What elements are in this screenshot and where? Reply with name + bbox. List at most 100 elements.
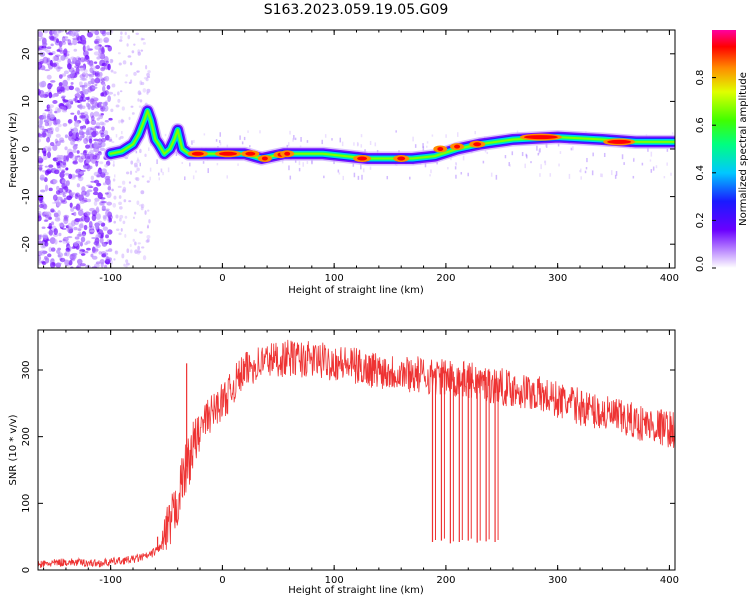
noise-speckle <box>58 74 63 79</box>
noise-speckle <box>79 222 84 229</box>
noise-speckle <box>49 35 55 41</box>
noise-speckle <box>110 126 115 131</box>
noise-speckle <box>124 31 127 36</box>
noise-speckle <box>38 81 44 87</box>
noise-speckle <box>76 155 81 158</box>
noise-speckle <box>119 35 123 40</box>
noise-speckle <box>80 77 86 81</box>
noise-speckle <box>64 134 69 139</box>
noise-speckle <box>78 135 83 141</box>
noise-speckle <box>72 37 77 40</box>
band-speckle <box>412 136 414 142</box>
band-speckle <box>568 173 571 179</box>
noise-speckle <box>134 165 139 168</box>
noise-speckle <box>144 210 147 215</box>
noise-speckle <box>81 231 87 237</box>
colorbar: 0.0 0.2 0.4 0.6 0.8 Normalized spectral ampl… <box>695 30 749 272</box>
x-tick-label: 400 <box>660 575 679 586</box>
noise-speckle <box>86 240 91 244</box>
noise-speckle <box>80 236 86 243</box>
noise-speckle <box>139 99 143 103</box>
noise-speckle <box>77 41 83 44</box>
noise-speckle <box>64 146 68 151</box>
noise-speckle <box>76 258 83 265</box>
noise-speckle <box>121 253 125 259</box>
noise-speckle <box>104 120 109 123</box>
band-speckle <box>431 134 434 137</box>
noise-speckle <box>122 60 127 65</box>
band-speckle <box>601 173 603 178</box>
band-speckle <box>539 148 541 153</box>
band-speckle <box>181 161 184 164</box>
noise-speckle <box>47 127 53 131</box>
noise-speckle <box>133 184 137 188</box>
spectrogram-x-ticks: -100 0 100 200 300 400 <box>43 30 679 284</box>
band-speckle <box>524 163 526 169</box>
noise-speckle <box>56 249 61 254</box>
noise-speckle <box>46 151 52 159</box>
noise-speckle <box>70 207 75 212</box>
band-speckle <box>114 174 116 178</box>
noise-speckle <box>52 179 58 184</box>
noise-speckle <box>105 60 110 64</box>
band-speckle <box>516 130 519 133</box>
noise-speckle <box>92 143 97 150</box>
band-speckle <box>360 164 362 170</box>
noise-speckle <box>39 60 44 65</box>
noise-speckle <box>94 179 100 184</box>
noise-speckle <box>38 207 41 210</box>
noise-speckle <box>50 80 56 83</box>
noise-speckle <box>130 249 133 254</box>
noise-speckle <box>85 72 89 79</box>
noise-speckle <box>65 85 70 91</box>
band-speckle <box>671 132 674 135</box>
noise-speckle <box>99 121 105 126</box>
ridge-hotspot <box>523 135 558 140</box>
noise-speckle <box>111 188 114 192</box>
noise-speckle <box>38 31 43 38</box>
noise-speckle <box>100 222 106 227</box>
noise-speckle <box>138 105 142 108</box>
noise-speckle <box>39 249 46 256</box>
noise-speckle <box>88 221 93 228</box>
noise-speckle <box>43 119 48 123</box>
noise-speckle <box>121 106 125 111</box>
noise-speckle <box>49 142 55 147</box>
noise-speckle <box>96 206 100 212</box>
noise-speckle <box>50 221 55 226</box>
noise-speckle <box>148 219 151 224</box>
colorbar-tick-label: 0.0 <box>695 256 706 272</box>
noise-speckle <box>68 85 74 91</box>
noise-speckle <box>134 241 137 246</box>
band-speckle <box>484 149 487 153</box>
band-speckle <box>360 134 363 138</box>
noise-speckle <box>102 105 109 112</box>
noise-speckle <box>98 138 102 142</box>
noise-speckle <box>113 220 117 224</box>
noise-speckle <box>74 93 81 99</box>
noise-speckle <box>141 175 145 178</box>
noise-speckle <box>97 233 101 238</box>
band-speckle <box>203 133 206 136</box>
noise-speckle <box>100 67 106 72</box>
band-speckle <box>655 165 658 169</box>
noise-speckle <box>52 30 58 35</box>
noise-speckle <box>94 237 100 245</box>
noise-speckle <box>93 138 99 142</box>
noise-speckle <box>62 79 68 87</box>
noise-speckle <box>56 162 61 166</box>
noise-speckle <box>93 200 98 206</box>
noise-speckle <box>122 220 126 225</box>
noise-speckle <box>61 200 68 205</box>
band-speckle <box>237 163 239 166</box>
noise-speckle <box>88 138 93 144</box>
noise-speckle <box>128 200 132 203</box>
noise-speckle <box>87 127 93 130</box>
band-speckle <box>226 144 229 148</box>
band-speckle <box>167 167 170 173</box>
noise-speckle <box>47 167 53 171</box>
ridge-hotspot <box>454 144 461 149</box>
noise-speckle <box>105 31 111 36</box>
noise-speckle <box>41 128 45 131</box>
